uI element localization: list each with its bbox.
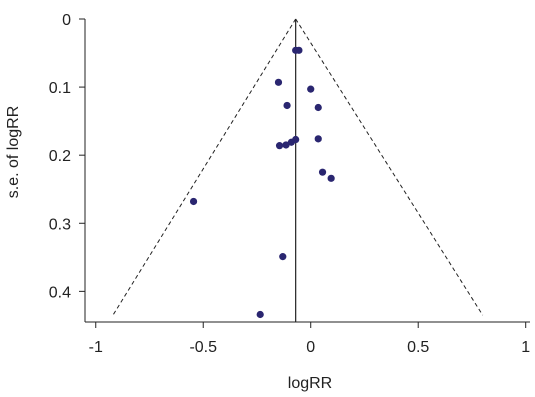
y-tick-label: 0 — [62, 12, 71, 29]
data-points — [189, 46, 335, 319]
y-axis-title: s.e. of logRR — [5, 106, 22, 198]
data-point — [318, 168, 327, 176]
data-point — [295, 46, 303, 54]
y-tick-label: 0.1 — [49, 80, 71, 97]
y-tick-label: 0.2 — [49, 148, 71, 165]
x-tick-label: -0.5 — [189, 339, 217, 356]
data-point — [307, 85, 315, 93]
data-point — [256, 310, 264, 319]
axes: 0 0.1 0.2 0.3 0.4 -1 -0.5 0 0.5 1 — [49, 12, 530, 356]
data-point — [279, 253, 287, 261]
x-tick-label: 0.5 — [407, 339, 429, 356]
x-tick-label: -1 — [89, 339, 103, 356]
data-point — [314, 103, 322, 112]
data-point — [274, 78, 283, 86]
data-point — [189, 197, 198, 206]
data-point — [314, 135, 322, 143]
funnel-lines — [112, 18, 484, 322]
data-point — [283, 101, 291, 110]
y-tick-label: 0.3 — [49, 216, 71, 233]
x-tick-label: 0 — [306, 339, 315, 356]
data-point — [275, 142, 284, 150]
x-axis-title: logRR — [288, 375, 332, 392]
funnel-right-line — [295, 18, 484, 316]
funnel-left-line — [112, 18, 297, 316]
data-point — [327, 174, 335, 182]
data-point — [287, 138, 295, 146]
y-tick-label: 0.4 — [49, 284, 71, 301]
data-point — [282, 141, 290, 149]
x-tick-label: 1 — [521, 339, 530, 356]
